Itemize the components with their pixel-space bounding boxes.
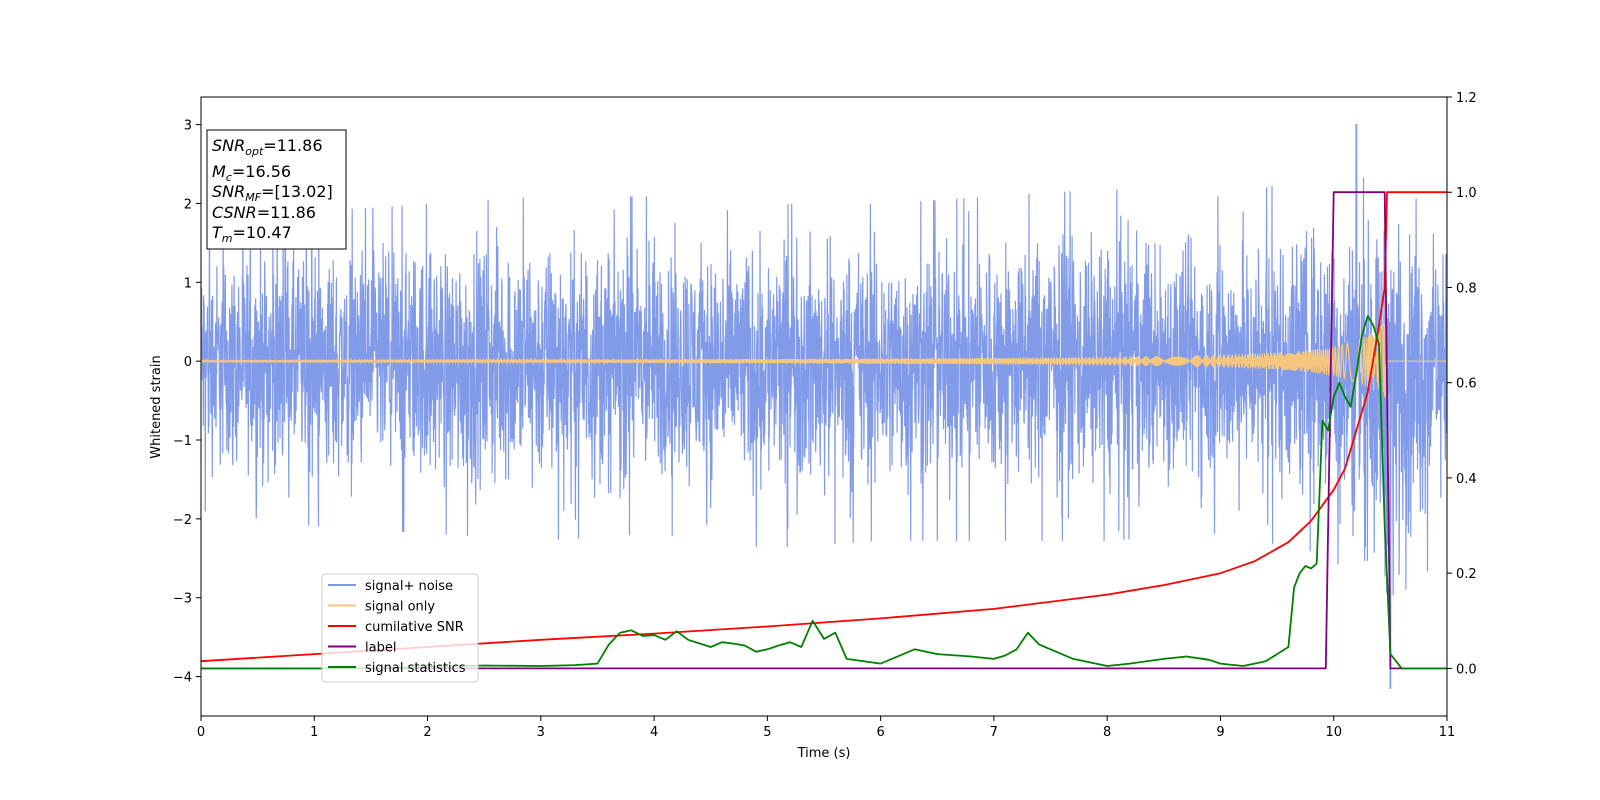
legend: signal+ noise signal only cumilative SNR la… (321, 573, 479, 683)
legend-label: cumilative SNR (365, 620, 464, 635)
annotation-line: Tm=10.47 (212, 223, 292, 245)
legend-label: signal statistics (365, 661, 466, 676)
annotation-symbol: T (212, 223, 223, 242)
annotation-subscript: opt (245, 145, 264, 158)
annotation-value: =[13.02] (261, 182, 333, 201)
y-left-tick-label: 3 (184, 119, 192, 134)
x-tick-label: 11 (1439, 725, 1456, 740)
annotation-box: SNRopt=11.86Mc=16.56SNRMF=[13.02]CSNR=11… (206, 129, 347, 250)
y-right-tick-label: 0.2 (1456, 567, 1477, 582)
y-left-tick-label: 1 (184, 276, 192, 291)
series-signal-noise (201, 124, 1447, 689)
annotation-symbol: SNR (212, 136, 245, 155)
y-right-tick-label: 0.4 (1456, 472, 1477, 487)
y-right-tick-label: 1.2 (1456, 91, 1477, 106)
annotation-value: =11.86 (263, 136, 322, 155)
series-signal-statistics (201, 315, 1447, 670)
annotation-value: =11.86 (257, 203, 316, 222)
x-tick-label: 2 (423, 725, 431, 740)
x-tick-label: 10 (1325, 725, 1342, 740)
y-right-tick-label: 0.8 (1456, 281, 1477, 296)
x-tick-label: 5 (763, 725, 771, 740)
x-tick-label: 6 (876, 725, 884, 740)
annotation-value: =10.47 (233, 223, 292, 242)
x-tick-label: 8 (1103, 725, 1111, 740)
annotation-frame (206, 129, 347, 250)
annotation-symbol: SNR (212, 182, 245, 201)
annotation-line: SNRMF=[13.02] (212, 182, 333, 204)
annotation-subscript: MF (245, 191, 261, 204)
x-tick-label: 0 (197, 725, 205, 740)
annotation-subscript: m (222, 232, 233, 245)
x-tick-label: 3 (537, 725, 545, 740)
x-axis-label: Time (s) (797, 746, 851, 761)
annotation-line: SNRopt=11.86 (212, 136, 323, 158)
y-axis-label: Whitened strain (149, 355, 164, 458)
x-tick-label: 1 (310, 725, 318, 740)
y-left-tick-label: −4 (173, 671, 192, 686)
legend-frame (321, 573, 479, 683)
annotation-value: =16.56 (232, 162, 291, 181)
y-left-tick-label: −1 (173, 434, 192, 449)
annotation-symbol: CSNR (212, 203, 257, 222)
legend-label: signal+ noise (365, 579, 453, 594)
x-tick-label: 4 (650, 725, 658, 740)
y-right-tick-label: 1.0 (1456, 186, 1477, 201)
y-left-tick-label: −2 (173, 513, 192, 528)
y-left-tick-label: −3 (173, 592, 192, 607)
y-left-tick-label: 0 (184, 355, 192, 370)
annotation-line: Mc=16.56 (212, 162, 291, 184)
legend-label: label (365, 641, 396, 656)
y-right-tick-label: 0.6 (1456, 377, 1477, 392)
x-tick-label: 7 (990, 725, 998, 740)
series-signal-only (201, 323, 1447, 399)
legend-label: signal only (365, 600, 435, 615)
annotation-line: CSNR=11.86 (212, 203, 316, 222)
series-label (201, 191, 1447, 670)
annotation-subscript: c (226, 171, 232, 184)
plot-frame (200, 96, 1448, 717)
x-tick-label: 9 (1216, 725, 1224, 740)
annotation-symbol: M (212, 162, 226, 181)
y-right-tick-label: 0.0 (1456, 662, 1477, 677)
y-left-tick-label: 2 (184, 197, 192, 212)
